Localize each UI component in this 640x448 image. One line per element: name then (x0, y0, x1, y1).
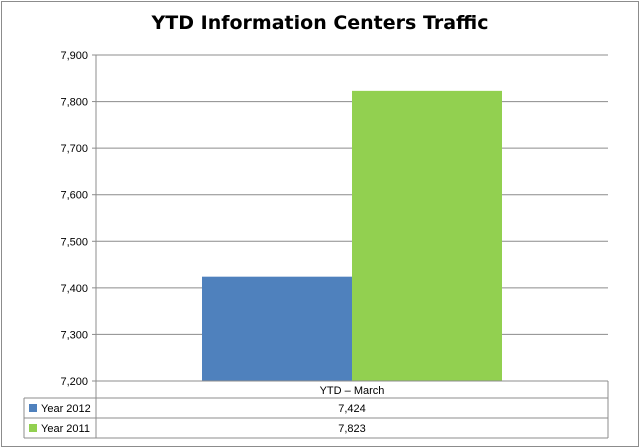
bar-year-2011 (352, 90, 502, 382)
legend-swatch (29, 404, 37, 412)
y-tick-label: 7,700 (60, 143, 88, 155)
y-tick-label: 7,800 (60, 97, 88, 109)
legend-swatch (29, 424, 37, 432)
y-axis-ticks: 7,200 7,300 7,400 7,500 7,600 7,700 7,800 7,900 (60, 50, 88, 388)
bars (202, 90, 502, 382)
y-tick-label: 7,600 (60, 190, 88, 202)
y-tick-label: 7,200 (60, 376, 88, 388)
legend-label: Year 2012 (41, 403, 91, 415)
legend-label: Year 2011 (41, 423, 90, 435)
y-tick-label: 7,900 (60, 50, 88, 62)
data-value: 7,823 (338, 423, 366, 435)
bar-year-2012 (202, 276, 352, 381)
y-tick-label: 7,500 (60, 236, 88, 248)
category-label: YTD – March (320, 385, 385, 397)
y-tick-label: 7,300 (60, 329, 88, 341)
data-table: YTD – March Year 2012 7,424 Year 2011 7,823 (23, 380, 609, 439)
chart-title: YTD Information Centers Traffic (151, 12, 489, 34)
y-tick-label: 7,400 (60, 283, 88, 295)
data-value: 7,424 (338, 403, 366, 415)
